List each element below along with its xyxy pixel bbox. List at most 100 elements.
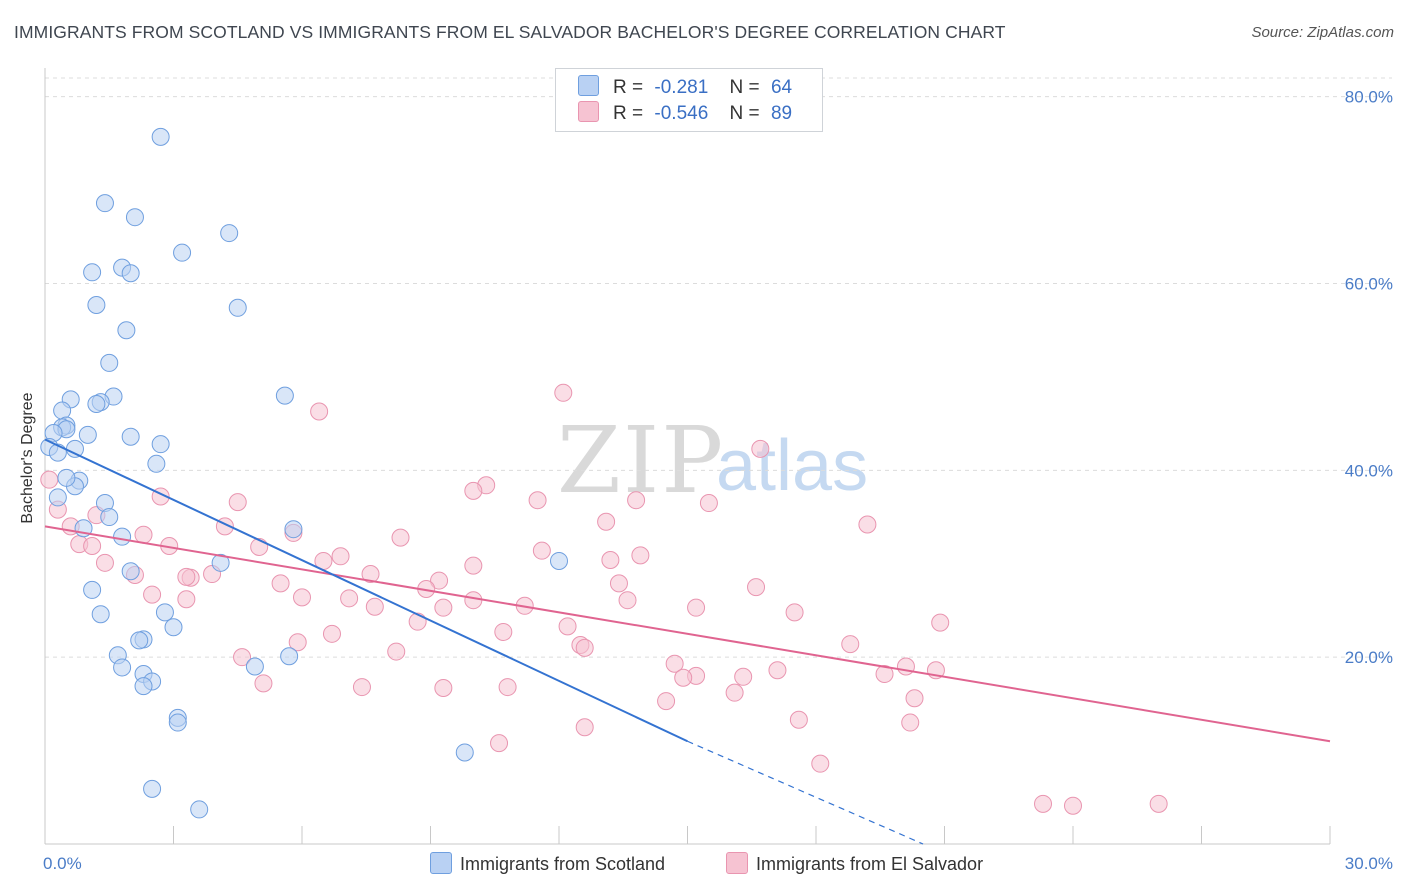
el-salvador-point — [901, 713, 920, 732]
el-salvador-trendline — [44, 525, 1331, 743]
n-label: N = — [729, 77, 760, 98]
el-salvador-point — [558, 617, 577, 636]
r-label: R = — [613, 103, 644, 124]
legend-row-elsalvador: R = -0.546 N = 89 — [578, 101, 792, 125]
el-salvador-point — [687, 598, 706, 617]
scotland-point — [151, 435, 170, 454]
legend-swatch-scotland — [430, 852, 452, 874]
scotland-point — [100, 353, 119, 372]
el-salvador-point — [340, 589, 359, 608]
el-salvador-point — [699, 494, 718, 513]
n-label: N = — [729, 103, 760, 124]
scotland-point — [113, 527, 132, 546]
scotland-swatch — [578, 75, 599, 96]
y-tick-label: 20.0% — [1345, 648, 1393, 667]
tick-labels: 20.0% 40.0% 60.0% 80.0% 0.0% 30.0% — [43, 88, 1393, 873]
y-tick-label: 80.0% — [1345, 88, 1393, 107]
el-salvador-point — [434, 598, 453, 617]
el-salvador-point — [597, 512, 616, 531]
el-salvador-point — [498, 678, 517, 697]
el-salvador-point — [464, 556, 483, 575]
el-salvador-point — [609, 574, 628, 593]
y-tick-label: 40.0% — [1345, 461, 1393, 480]
scotland-point — [53, 401, 72, 420]
el-salvador-point — [391, 528, 410, 547]
scotland-r-value: -0.281 — [654, 77, 709, 98]
el-salvador-point — [143, 585, 162, 604]
scotland-point — [95, 194, 114, 213]
el-salvador-point — [875, 664, 894, 683]
axes — [44, 68, 1331, 845]
el-salvador-point — [554, 383, 573, 402]
el-salvador-point — [233, 648, 252, 667]
scotland-n-value: 64 — [770, 77, 793, 98]
el-salvador-point — [95, 553, 114, 572]
el-salvador-point — [841, 635, 860, 654]
scotland-point — [275, 386, 294, 405]
scotland-point — [155, 603, 174, 622]
el-salvador-point — [674, 668, 693, 687]
y-tick-label: 60.0% — [1345, 275, 1393, 294]
el-salvador-point — [228, 493, 247, 512]
el-salvador-point — [725, 683, 744, 702]
el-salvador-point — [665, 654, 684, 673]
el-salvador-point — [528, 491, 547, 510]
el-salvador-point — [494, 622, 513, 641]
series-legend-elsalvador: Immigrants from El Salvador — [726, 852, 983, 876]
scotland-point — [78, 425, 97, 444]
scotland-point — [113, 658, 132, 677]
x-tick-label: 30.0% — [1345, 854, 1393, 873]
el-salvador-point — [352, 678, 371, 697]
el-salvador-point — [575, 638, 594, 657]
el-salvador-point — [464, 481, 483, 500]
scotland-point — [87, 295, 106, 314]
scotland-point — [164, 618, 183, 637]
scotland-point — [121, 264, 140, 283]
scotland-point — [65, 439, 84, 458]
el-salvador-point — [177, 567, 196, 586]
scotland-point — [57, 468, 76, 487]
elsalvador-n-value: 89 — [770, 103, 793, 124]
scotland-point — [151, 127, 170, 146]
el-salvador-point — [751, 439, 770, 458]
el-salvador-point — [747, 578, 766, 597]
scotland-point — [125, 208, 144, 227]
el-salvador-point — [177, 590, 196, 609]
el-salvador-point — [789, 710, 808, 729]
el-salvador-point — [408, 612, 427, 631]
scotland-point — [121, 427, 140, 446]
el-salvador-point — [734, 667, 753, 686]
el-salvador-point — [631, 546, 650, 565]
scotland-point — [121, 562, 140, 581]
el-salvador-point — [293, 588, 311, 607]
legend-label-scotland: Immigrants from Scotland — [460, 854, 666, 874]
el-salvador-point — [657, 692, 676, 711]
el-salvador-point — [1064, 796, 1082, 815]
el-salvador-point — [575, 718, 594, 737]
el-salvador-point — [1149, 794, 1168, 813]
scotland-point — [117, 321, 136, 340]
scotland-point — [83, 263, 102, 282]
el-salvador-point — [430, 571, 449, 590]
el-salvador-point — [627, 491, 646, 510]
el-salvador-point — [618, 591, 637, 610]
scotland-point — [130, 631, 149, 650]
scotland-point — [220, 224, 239, 243]
el-salvador-point — [83, 537, 102, 556]
el-salvador-point — [387, 642, 406, 661]
el-salvador-point — [811, 754, 830, 773]
el-salvador-point — [490, 734, 509, 753]
scotland-point — [173, 243, 192, 262]
el-salvador-point — [601, 551, 620, 570]
chart-title: IMMIGRANTS FROM SCOTLAND VS IMMIGRANTS F… — [14, 22, 1006, 42]
correlation-legend: R = -0.281 N = 64 R = -0.546 N = 89 — [555, 68, 823, 132]
el-salvador-point — [40, 470, 59, 489]
grid-lines — [45, 77, 1392, 658]
el-salvador-point — [331, 547, 350, 566]
el-salvador-point — [288, 633, 307, 652]
legend-label-elsalvador: Immigrants from El Salvador — [756, 854, 984, 874]
el-salvador-point — [532, 541, 551, 560]
el-salvador-point — [785, 603, 804, 622]
scotland-point — [245, 657, 264, 676]
